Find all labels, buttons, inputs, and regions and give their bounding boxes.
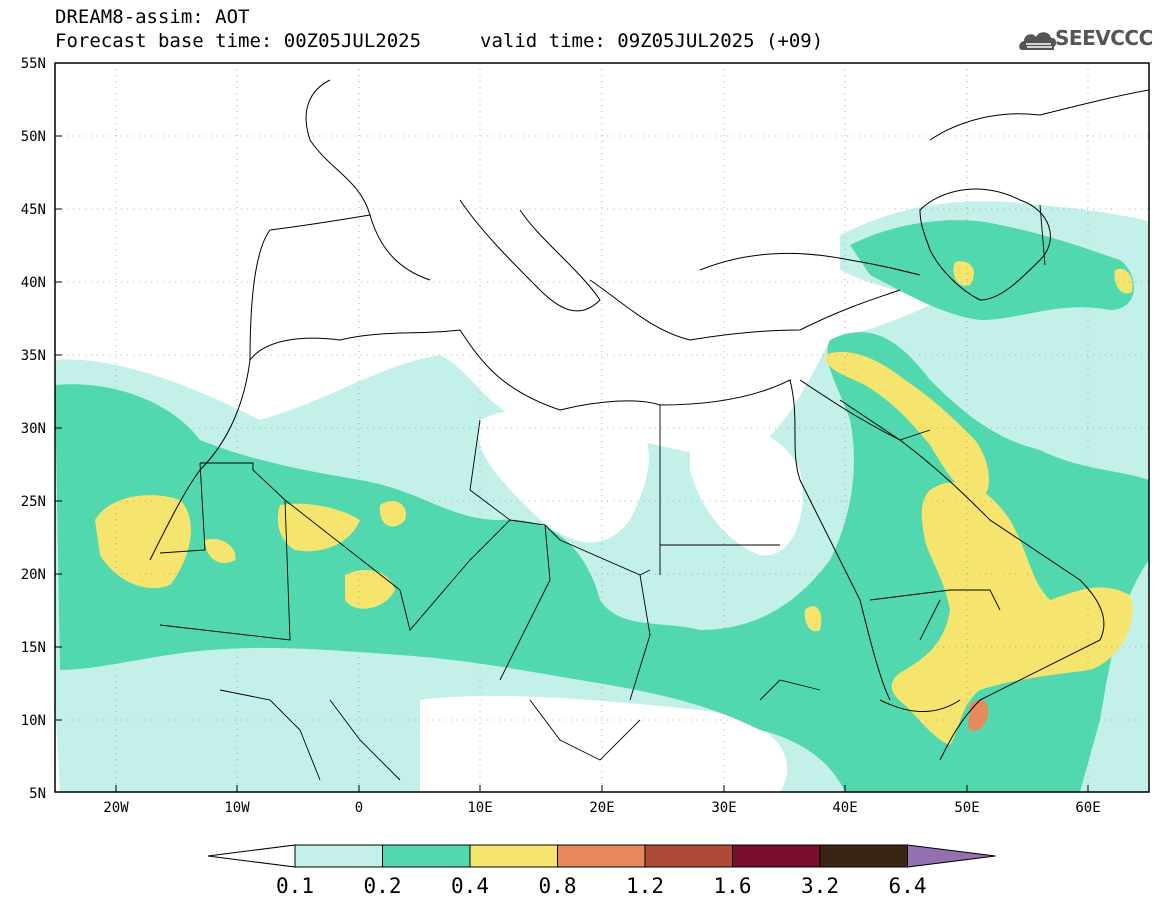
aot-contour-0.4-niger	[345, 570, 395, 609]
lat-label: 10N	[21, 713, 46, 729]
tick-marks	[55, 62, 1089, 792]
legend-swatch	[557, 844, 646, 868]
lat-label: 35N	[21, 348, 46, 364]
lat-label: 20N	[21, 567, 46, 583]
lon-label: 40E	[832, 800, 857, 816]
aot-clear-libya	[478, 408, 649, 543]
aot-contour-0.4-caucasus	[953, 261, 975, 286]
aot-field	[55, 201, 1149, 792]
aot-contour-0.2-caspian	[850, 220, 1134, 320]
legend-level-label: 1.6	[714, 874, 752, 898]
aot-contour-0.4-mauritania	[205, 539, 236, 564]
country-borders	[159, 204, 1046, 781]
legend-arrow-low	[207, 844, 296, 868]
aot-contour-0.4-west	[95, 495, 191, 589]
aot-contour-0.2	[55, 332, 1149, 792]
legend-swatch	[294, 844, 383, 868]
lon-label: 50E	[954, 800, 979, 816]
legend-bar	[207, 844, 996, 868]
lon-label: 20E	[589, 800, 614, 816]
aot-contour-0.4-iraq	[825, 351, 990, 500]
legend-level-label: 3.2	[801, 874, 839, 898]
lat-label: 25N	[21, 494, 46, 510]
aot-contour-0.4-mali	[277, 503, 360, 552]
legend-swatch	[644, 844, 733, 868]
legend-level-label: 0.2	[364, 874, 402, 898]
forecast-base-time: Forecast base time: 00Z05JUL2025	[55, 30, 422, 52]
legend-level-label: 1.2	[626, 874, 664, 898]
lon-label: 30E	[711, 800, 736, 816]
lon-label: 0	[355, 800, 363, 816]
lat-label: 15N	[21, 640, 46, 656]
lon-label: 10W	[224, 800, 250, 816]
legend-swatch	[732, 844, 821, 868]
legend-swatch	[819, 844, 908, 868]
aot-contour-0.4-arabia	[891, 481, 1133, 745]
aot-contour-0.4-turkmen	[1114, 268, 1133, 294]
lon-label: 20W	[103, 800, 129, 816]
aot-contour-0.4-algeria	[379, 500, 406, 527]
aot-contour-0.4-red-sea	[804, 606, 822, 632]
coastlines	[149, 79, 1150, 761]
legend-swatch	[469, 844, 558, 868]
lat-label: 5N	[29, 786, 46, 802]
lat-labels: 55N 50N 45N 40N 35N 30N 25N 20N 15N 10N …	[21, 56, 46, 802]
legend-level-label: 6.4	[889, 874, 927, 898]
aot-clear-egypt	[690, 420, 803, 556]
lat-label: 55N	[21, 56, 46, 72]
lat-label: 30N	[21, 421, 46, 437]
legend-level-label: 0.4	[451, 874, 489, 898]
graticule	[55, 63, 1149, 792]
legend-arrow-high	[907, 844, 996, 868]
valid-time: valid time: 09Z05JUL2025 (+09)	[480, 30, 824, 52]
cloud-logo-icon	[1019, 32, 1057, 50]
lon-label: 10E	[467, 800, 492, 816]
lat-label: 45N	[21, 202, 46, 218]
logo-text: SEEVCCC	[1055, 26, 1153, 50]
legend-swatch	[382, 844, 471, 868]
legend-level-label: 0.1	[276, 874, 314, 898]
map-title: DREAM8-assim: AOT	[55, 6, 250, 28]
lon-labels: 20W 10W 0 10E 20E 30E 40E 50E 60E	[103, 800, 1100, 816]
legend-labels: 0.1 0.2 0.4 0.8 1.2 1.6 3.2 6.4	[276, 874, 926, 898]
lat-label: 50N	[21, 129, 46, 145]
lon-label: 60E	[1075, 800, 1100, 816]
lat-label: 40N	[21, 275, 46, 291]
legend-level-label: 0.8	[539, 874, 577, 898]
